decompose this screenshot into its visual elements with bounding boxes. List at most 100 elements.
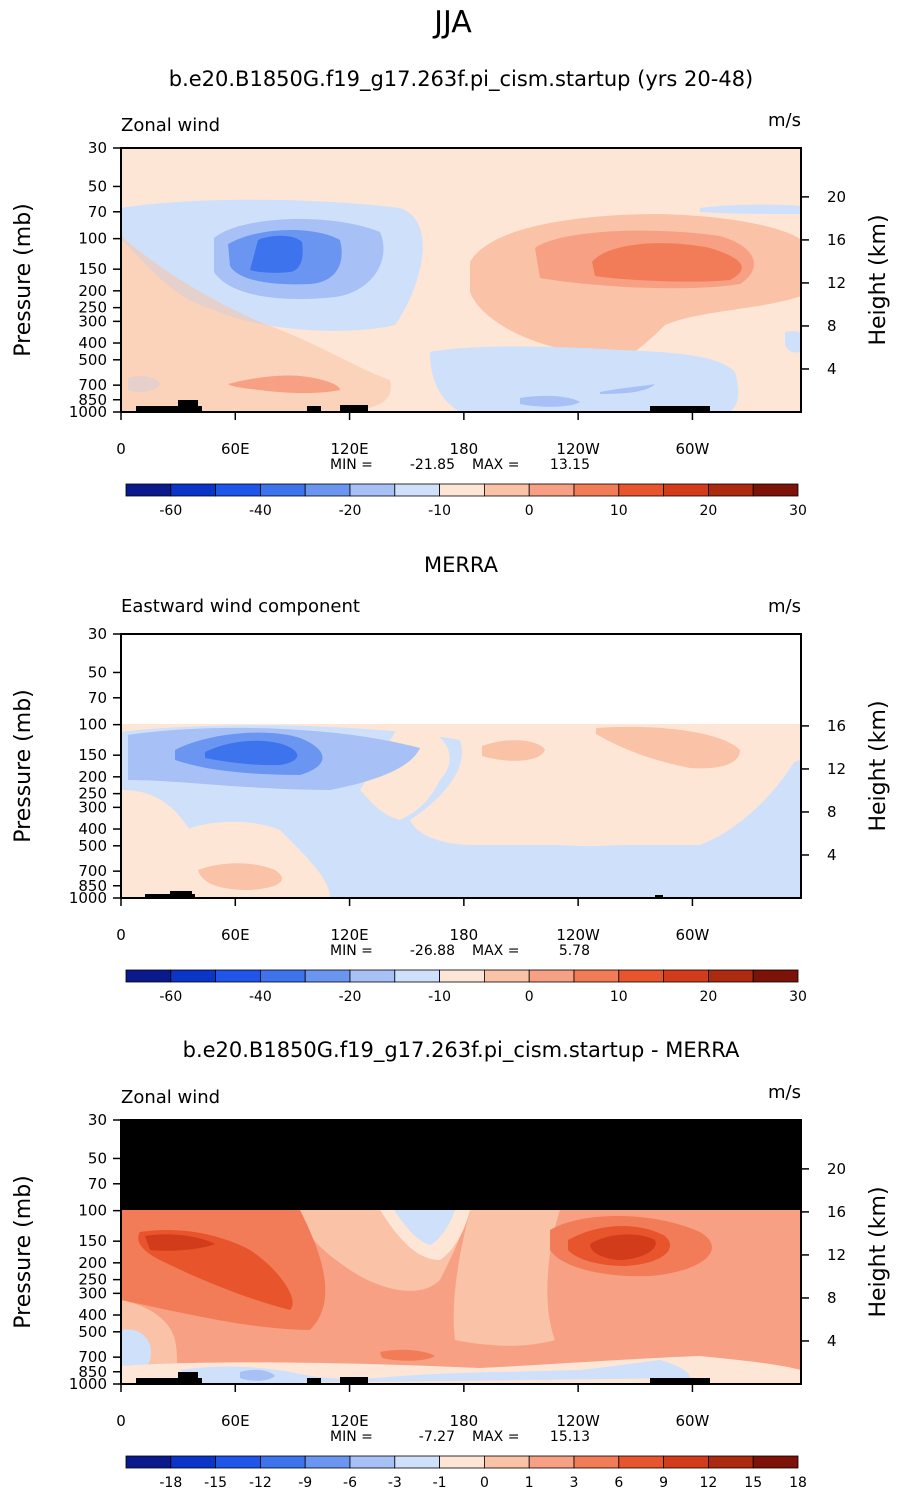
colorbar-swatch [304, 1455, 351, 1469]
panel-title: b.e20.B1850G.f19_g17.263f.pi_cism.startu… [183, 1038, 740, 1063]
colorbar-label: -1 [433, 1475, 447, 1491]
y-tick-label: 200 [78, 1254, 107, 1272]
height-tick-label: 20 [827, 1160, 846, 1178]
colorbar: -18 -15 -12 -9 -6 -3 -1 0 1 3 6 9 12 15 18 [125, 1455, 807, 1491]
colorbar-label: -3 [388, 1475, 402, 1491]
missing-region [121, 1120, 801, 1210]
max-label: MAX = [472, 943, 519, 959]
contour-field [121, 1120, 801, 1384]
topography-mask [136, 1372, 710, 1384]
max-label: MAX = [472, 457, 519, 473]
colorbar-swatch [663, 1455, 709, 1469]
colorbar-swatch [618, 483, 664, 497]
colorbar-label: 0 [480, 1475, 489, 1491]
colorbar-label: -20 [339, 503, 362, 519]
axes: 3050701001502002503004005007008501000481… [69, 139, 846, 458]
y-tick-label: 150 [78, 1232, 107, 1250]
height-tick-label: 12 [827, 1246, 846, 1264]
colorbar-swatch [573, 483, 620, 497]
y-tick-label: 30 [88, 139, 107, 157]
units-label: m/s [768, 596, 801, 617]
y-tick-label: 500 [78, 351, 107, 369]
colorbar-swatch [170, 969, 217, 983]
max-value: 5.78 [559, 943, 590, 959]
field-contour [121, 236, 391, 412]
field-contour [250, 235, 303, 273]
field-contour [482, 740, 545, 761]
colorbar-label: -15 [204, 1475, 227, 1491]
x-tick-label: 60E [221, 1412, 250, 1430]
y-tick-label: 300 [78, 1284, 107, 1302]
colorbar-label: 10 [610, 989, 628, 1005]
field-contour [700, 204, 801, 214]
y-tick-label: 1000 [69, 403, 107, 421]
y-tick-label: 100 [78, 716, 107, 734]
colorbar-label: -60 [159, 503, 182, 519]
y-tick-label: 50 [88, 663, 107, 681]
x-tick-label: 60W [675, 440, 709, 458]
right-axis-label: Height (km) [866, 1186, 891, 1317]
colorbar-swatch [215, 969, 261, 983]
min-value: -7.27 [419, 1429, 455, 1445]
y-tick-label: 300 [78, 312, 107, 330]
y-tick-label: 700 [78, 1348, 107, 1366]
y-tick-label: 700 [78, 376, 107, 394]
colorbar-swatch [528, 1455, 575, 1469]
colorbar-label: -40 [249, 503, 272, 519]
colorbar-label: -60 [159, 989, 182, 1005]
y-tick-label: 850 [78, 1363, 107, 1381]
height-tick-label: 4 [827, 1332, 837, 1350]
field-contour [600, 384, 655, 394]
right-axis-label: Height (km) [866, 700, 891, 831]
panel-title: b.e20.B1850G.f19_g17.263f.pi_cism.startu… [169, 67, 754, 92]
y-tick-label: 70 [88, 689, 107, 707]
min-label: MIN = [330, 457, 373, 473]
right-axis-label: Height (km) [866, 214, 891, 345]
height-tick-label: 4 [827, 360, 837, 378]
colorbar-swatch [259, 969, 306, 983]
height-tick-label: 4 [827, 846, 837, 864]
colorbar-label: 3 [570, 1475, 579, 1491]
colorbar-swatch [708, 483, 754, 497]
colorbar-swatch [215, 1455, 261, 1469]
y-tick-label: 30 [88, 1111, 107, 1129]
height-tick-label: 8 [827, 1289, 837, 1307]
colorbar-label: 1 [525, 1475, 534, 1491]
x-tick-label: 120E [331, 440, 369, 458]
colorbar-swatch [708, 1455, 754, 1469]
colorbar-label: -9 [298, 1475, 312, 1491]
x-tick-label: 120W [556, 926, 600, 944]
colorbar-label: 30 [789, 989, 807, 1005]
field-contour [228, 375, 340, 393]
y-tick-label: 400 [78, 820, 107, 838]
x-tick-label: 0 [116, 440, 126, 458]
colorbar-swatch [663, 969, 709, 983]
colorbar-swatch [708, 969, 754, 983]
max-label: MAX = [472, 1429, 519, 1445]
plot-frame [120, 633, 802, 899]
x-tick-label: 120W [556, 1412, 600, 1430]
axes: 3050701001502002503004005007008501000481… [69, 1111, 846, 1430]
colorbar-swatch [394, 483, 440, 497]
panel-2: MERRA Eastward wind component m/s 30 50 70 [11, 553, 891, 1005]
x-tick-label: 120E [331, 1412, 369, 1430]
field-contour [205, 740, 298, 766]
variable-label: Eastward wind component [121, 596, 360, 617]
colorbar-swatch [304, 483, 351, 497]
colorbar-label: -10 [428, 503, 451, 519]
x-tick-label: 180 [450, 1412, 479, 1430]
x-tick-label: 120W [556, 440, 600, 458]
colorbar-swatch [259, 483, 306, 497]
colorbar-swatch [618, 969, 664, 983]
y-tick-label: 200 [78, 282, 107, 300]
x-tick-label: 60W [675, 926, 709, 944]
x-tick-label: 60W [675, 1412, 709, 1430]
y-tick-label: 150 [78, 260, 107, 278]
plot-frame [120, 147, 802, 413]
colorbar-label: -18 [159, 1475, 182, 1491]
colorbar-label: 18 [789, 1475, 807, 1491]
height-tick-label: 16 [827, 717, 846, 735]
y-tick-label: 500 [78, 837, 107, 855]
y-axis-label: Pressure (mb) [11, 1175, 36, 1329]
